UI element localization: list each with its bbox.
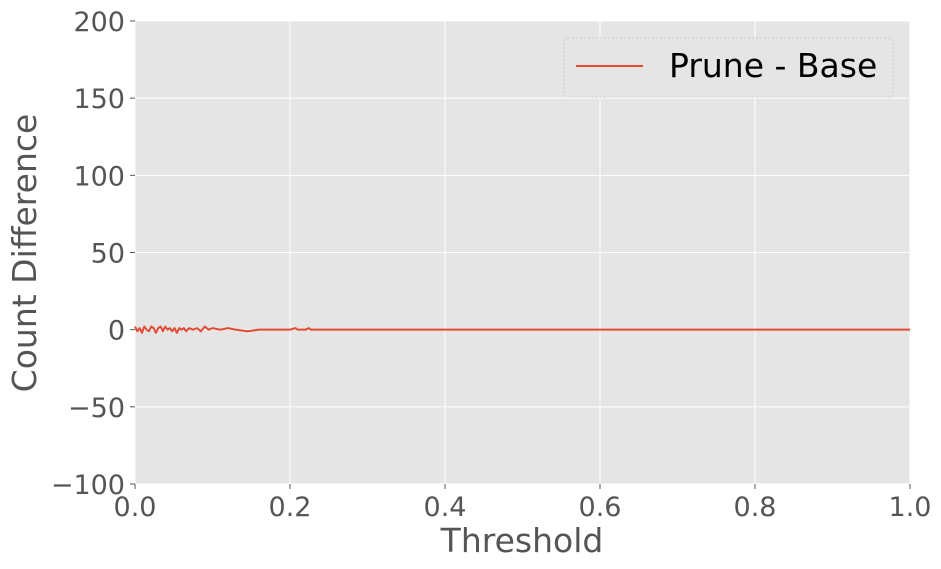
x-tick-label: 0.6 [579,492,622,523]
x-tick-label: 0.2 [269,492,312,523]
x-axis-label: Threshold [440,521,604,560]
legend-box [563,37,894,98]
y-tick-label: −50 [68,393,125,424]
y-tick-label: −100 [51,470,125,501]
y-tick-label: 150 [73,84,125,115]
legend: Prune - Base [563,37,894,98]
x-tick-label: 1.0 [889,492,932,523]
y-tick-label: 200 [73,7,125,38]
y-tick-label: 100 [73,161,125,192]
x-tick-label: 0.4 [424,492,467,523]
x-tick-label: 0.0 [114,492,157,523]
x-tick-label: 0.8 [734,492,777,523]
y-tick-label: 50 [91,239,125,270]
ticks: 0.0 0.2 0.4 0.6 0.8 1.0 −100 −50 0 50 100 150 200 [51,7,932,523]
series-line [134,325,910,334]
series-layer [134,325,910,334]
y-tick-label: 0 [108,316,125,347]
y-axis-label: Count Difference [5,114,44,393]
legend-label: Prune - Base [669,46,877,85]
